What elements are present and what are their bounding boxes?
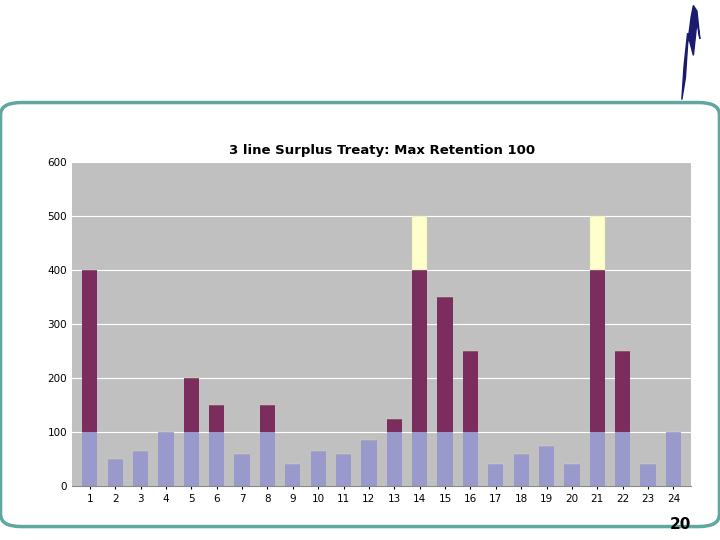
Bar — [463, 432, 478, 486]
Bar — [260, 432, 275, 486]
Bar — [361, 440, 377, 486]
Bar — [590, 216, 605, 270]
Bar — [590, 432, 605, 486]
Bar — [387, 432, 402, 486]
Bar — [488, 464, 503, 486]
FancyBboxPatch shape — [1, 103, 719, 526]
Bar — [82, 270, 97, 432]
Bar — [387, 418, 402, 432]
Bar — [412, 432, 427, 486]
Bar — [107, 459, 122, 486]
Bar — [184, 432, 199, 486]
Text: Surplus Treaty Risks Distribution: Surplus Treaty Risks Distribution — [18, 41, 637, 74]
Bar — [209, 432, 224, 486]
Bar — [438, 432, 453, 486]
Text: 20: 20 — [670, 517, 691, 532]
Bar — [615, 432, 630, 486]
Bar — [666, 432, 681, 486]
Bar — [615, 351, 630, 432]
Bar — [412, 216, 427, 270]
Bar — [412, 270, 427, 432]
Bar — [209, 405, 224, 432]
Bar — [336, 454, 351, 486]
Bar — [158, 432, 174, 486]
Bar — [133, 451, 148, 486]
Text: ⚡: ⚡ — [694, 49, 696, 50]
Bar — [260, 405, 275, 432]
Bar — [438, 297, 453, 432]
Bar — [513, 454, 528, 486]
Bar — [184, 378, 199, 432]
Bar — [539, 446, 554, 486]
Bar — [590, 270, 605, 432]
Bar — [82, 432, 97, 486]
Bar — [463, 351, 478, 432]
Polygon shape — [682, 5, 700, 99]
Title: 3 line Surplus Treaty: Max Retention 100: 3 line Surplus Treaty: Max Retention 100 — [228, 144, 535, 157]
Bar — [285, 464, 300, 486]
Bar — [235, 454, 250, 486]
Bar — [641, 464, 656, 486]
Bar — [564, 464, 580, 486]
Bar — [310, 451, 325, 486]
